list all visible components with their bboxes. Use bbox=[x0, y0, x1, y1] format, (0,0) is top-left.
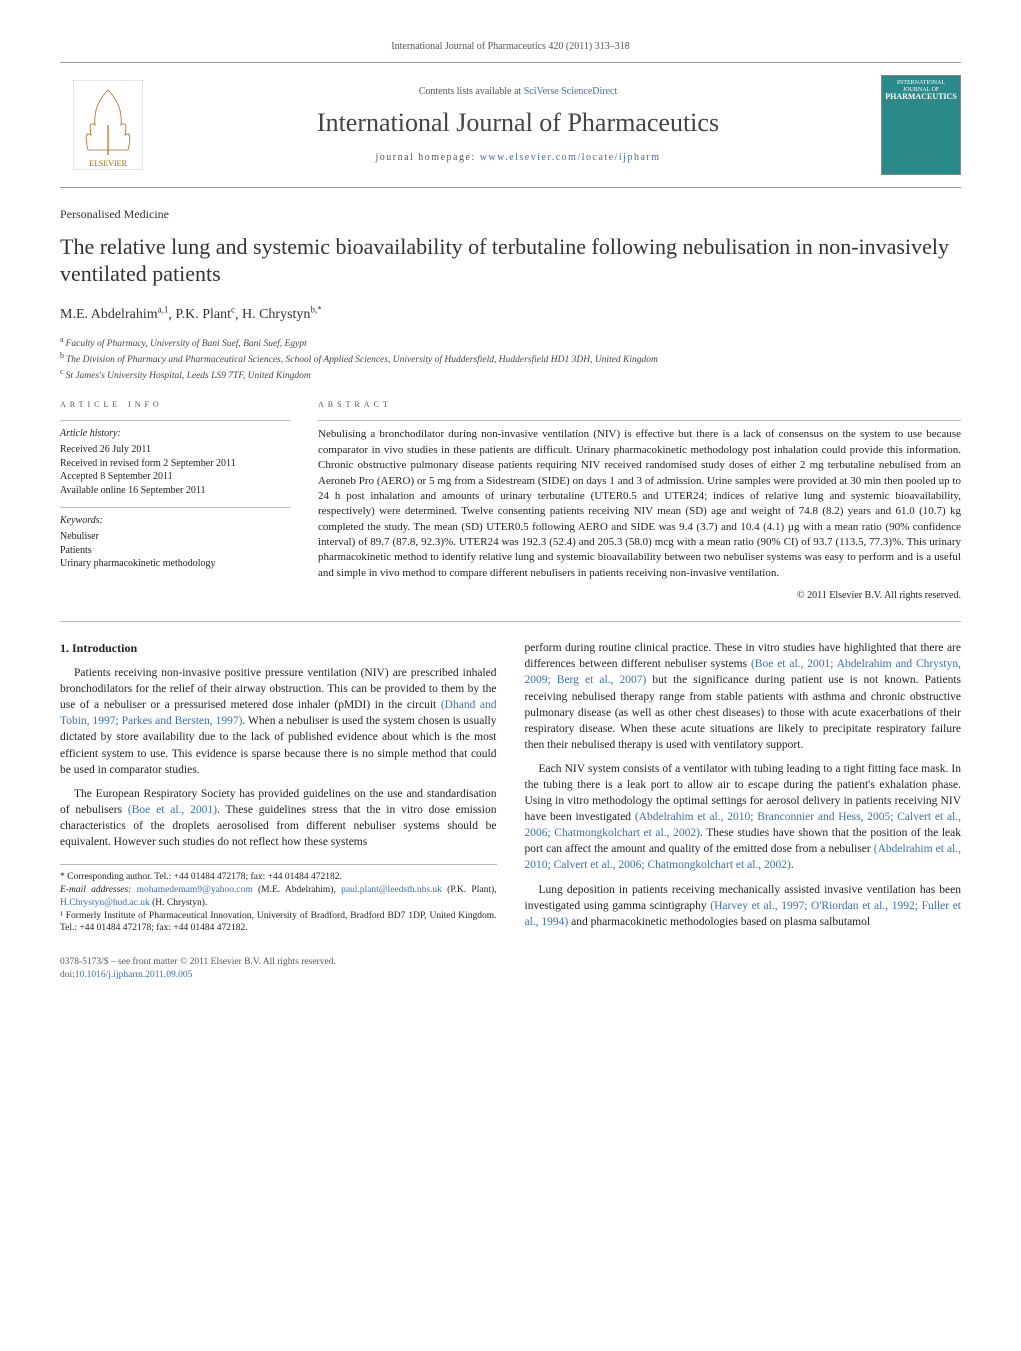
doi-prefix: doi: bbox=[60, 970, 75, 980]
history-line: Accepted 8 September 2011 bbox=[60, 470, 290, 484]
publisher-label: ELSEVIER bbox=[89, 159, 127, 168]
body-two-column: 1. Introduction Patients receiving non-i… bbox=[60, 640, 961, 938]
homepage-prefix: journal homepage: bbox=[375, 152, 479, 163]
elsevier-tree-icon: ELSEVIER bbox=[73, 80, 143, 170]
article-type-label: Personalised Medicine bbox=[60, 206, 961, 223]
keyword: Urinary pharmacokinetic methodology bbox=[60, 557, 290, 571]
citation-link[interactable]: (Boe et al., 2001; Abdelrahim and Chryst… bbox=[525, 658, 962, 686]
corresponding-note: * Corresponding author. Tel.: +44 01484 … bbox=[60, 871, 497, 884]
cover-label-main: PHARMACEUTICS bbox=[885, 93, 957, 102]
article-title: The relative lung and systemic bioavaila… bbox=[60, 233, 961, 288]
history-line: Available online 16 September 2011 bbox=[60, 484, 290, 498]
banner-center: Contents lists available at SciVerse Sci… bbox=[155, 85, 881, 165]
journal-cover-thumb: INTERNATIONAL JOURNAL OF PHARMACEUTICS bbox=[881, 75, 961, 175]
affiliation: a Faculty of Pharmacy, University of Ban… bbox=[60, 335, 961, 351]
info-abstract-row: article info Article history: Received 2… bbox=[60, 397, 961, 603]
homepage-link[interactable]: www.elsevier.com/locate/ijpharm bbox=[480, 152, 661, 163]
keyword: Patients bbox=[60, 544, 290, 558]
abstract-heading: abstract bbox=[318, 397, 961, 412]
intro-heading: 1. Introduction bbox=[60, 640, 497, 657]
publisher-logo: ELSEVIER bbox=[60, 75, 155, 175]
history-title: Article history: bbox=[60, 427, 290, 441]
keyword: Nebuliser bbox=[60, 530, 290, 544]
history-line: Received in revised form 2 September 201… bbox=[60, 457, 290, 471]
article-history-block: Article history: Received 26 July 2011Re… bbox=[60, 420, 290, 497]
right-column: perform during routine clinical practice… bbox=[525, 640, 962, 938]
sciencedirect-link[interactable]: SciVerse ScienceDirect bbox=[524, 86, 618, 97]
history-line: Received 26 July 2011 bbox=[60, 443, 290, 457]
footnotes: * Corresponding author. Tel.: +44 01484 … bbox=[60, 864, 497, 935]
doi-link[interactable]: 10.1016/j.ijpharm.2011.09.005 bbox=[75, 970, 193, 980]
email-link[interactable]: mohamedemam9@yahoo.com bbox=[137, 885, 253, 895]
bottom-matter: 0378-5173/$ – see front matter © 2011 El… bbox=[60, 956, 961, 982]
authors-line: M.E. Abdelrahima,1, P.K. Plantc, H. Chry… bbox=[60, 304, 961, 325]
citation-link[interactable]: (Dhand and Tobin, 1997; Parkes and Berst… bbox=[60, 699, 497, 727]
journal-name: International Journal of Pharmaceutics bbox=[155, 105, 881, 141]
abstract-body: Nebulising a bronchodilator during non-i… bbox=[318, 420, 961, 581]
author: M.E. Abdelrahima,1 bbox=[60, 307, 168, 322]
author: P.K. Plantc bbox=[175, 307, 235, 322]
body-paragraph: perform during routine clinical practice… bbox=[525, 640, 962, 753]
email-link[interactable]: paul.plant@leedsth.nhs.uk bbox=[341, 885, 442, 895]
email-line: E-mail addresses: mohamedemam9@yahoo.com… bbox=[60, 884, 497, 910]
footnote-1: ¹ Formerly Institute of Pharmaceutical I… bbox=[60, 910, 497, 936]
email-label: E-mail addresses: bbox=[60, 885, 137, 895]
citation-link[interactable]: (Boe et al., 2001) bbox=[128, 804, 217, 816]
body-paragraph: The European Respiratory Society has pro… bbox=[60, 786, 497, 850]
contents-line: Contents lists available at SciVerse Sci… bbox=[155, 85, 881, 99]
article-info-heading: article info bbox=[60, 397, 290, 412]
body-paragraph: Patients receiving non-invasive positive… bbox=[60, 665, 497, 778]
keywords-title: Keywords: bbox=[60, 514, 290, 528]
contents-prefix: Contents lists available at bbox=[419, 86, 524, 97]
abstract-column: abstract Nebulising a bronchodilator dur… bbox=[318, 397, 961, 603]
keywords-block: Keywords: NebuliserPatientsUrinary pharm… bbox=[60, 507, 290, 571]
body-paragraph: Lung deposition in patients receiving me… bbox=[525, 882, 962, 930]
homepage-line: journal homepage: www.elsevier.com/locat… bbox=[155, 151, 881, 165]
author: H. Chrystynb,* bbox=[242, 307, 322, 322]
email-link[interactable]: H.Chrystyn@hud.ac.uk bbox=[60, 898, 150, 908]
affiliations: a Faculty of Pharmacy, University of Ban… bbox=[60, 335, 961, 383]
affiliation: c St James's University Hospital, Leeds … bbox=[60, 367, 961, 383]
citation-link[interactable]: (Abdelrahim et al., 2010; Calvert et al.… bbox=[525, 843, 962, 871]
issn-line: 0378-5173/$ – see front matter © 2011 El… bbox=[60, 956, 961, 969]
body-paragraph: Each NIV system consists of a ventilator… bbox=[525, 761, 962, 874]
affiliation: b The Division of Pharmacy and Pharmaceu… bbox=[60, 351, 961, 367]
body-rule bbox=[60, 621, 961, 622]
citation-link[interactable]: (Harvey et al., 1997; O'Riordan et al., … bbox=[525, 900, 962, 928]
journal-banner: ELSEVIER Contents lists available at Sci… bbox=[60, 63, 961, 188]
left-column: 1. Introduction Patients receiving non-i… bbox=[60, 640, 497, 938]
running-header: International Journal of Pharmaceutics 4… bbox=[60, 40, 961, 54]
doi-line: doi:10.1016/j.ijpharm.2011.09.005 bbox=[60, 969, 961, 982]
abstract-copyright: © 2011 Elsevier B.V. All rights reserved… bbox=[318, 589, 961, 603]
citation-link[interactable]: (Abdelrahim et al., 2010; Branconnier an… bbox=[525, 811, 962, 839]
article-info-column: article info Article history: Received 2… bbox=[60, 397, 290, 603]
